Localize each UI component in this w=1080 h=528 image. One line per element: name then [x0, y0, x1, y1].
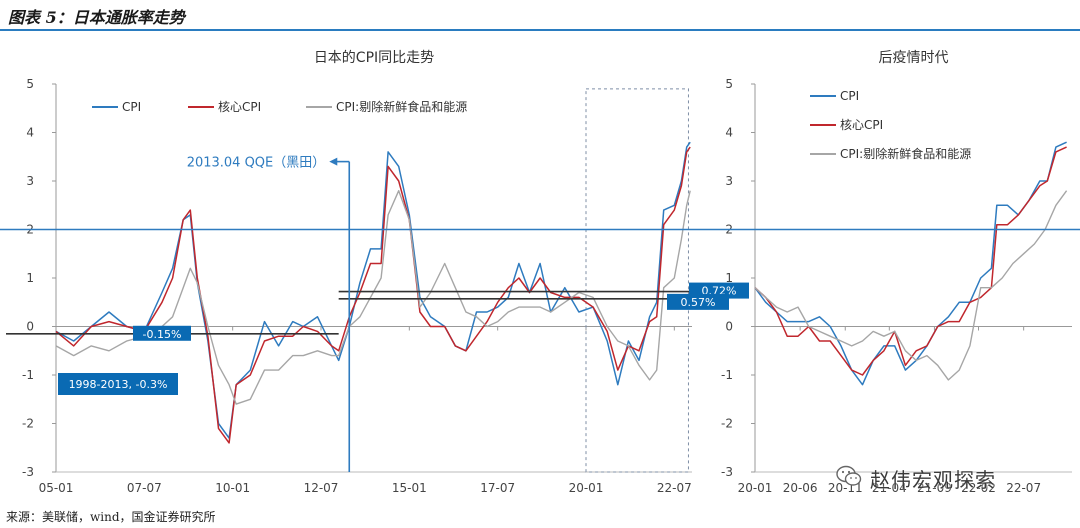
x-tick-label: 12-07: [304, 481, 339, 495]
y-tick-label: 1: [26, 271, 34, 285]
highlight-box: [585, 88, 689, 473]
series-line-1: [754, 141, 1067, 386]
chart-title: 日本的CPI同比走势: [314, 50, 434, 66]
legend-label: CPI: [122, 100, 141, 114]
badge-1998-2013-label: 1998-2013, -0.3%: [69, 378, 168, 391]
x-tick-label: 22-07: [1006, 481, 1041, 495]
badge-1998-2013: [58, 373, 178, 395]
y-tick-label: 1: [725, 271, 733, 285]
x-tick-label: 22-07: [657, 481, 692, 495]
badge-057-label: 0.57%: [681, 296, 716, 309]
y-tick-label: 4: [26, 126, 34, 140]
y-tick-label: 3: [26, 174, 34, 188]
chart-title: 后疫情时代: [879, 50, 949, 66]
legend-label: 核心CPI: [218, 100, 261, 114]
legend-label: CPI: [840, 89, 859, 103]
series-line-2: [55, 146, 691, 444]
x-tick-label: 20-01: [738, 481, 773, 495]
x-tick-label: 07-07: [127, 481, 162, 495]
y-tick-label: 0: [725, 320, 733, 334]
x-tick-label: 22-02: [961, 481, 996, 495]
qqe-arrow-head: [329, 157, 338, 166]
y-tick-label: -2: [721, 417, 733, 431]
reference-lines: 0.72%0.57%-0.15%1998-2013, -0.3%2013.04 …: [0, 156, 1080, 472]
legend-label: CPI:剔除新鲜食品和能源: [336, 99, 467, 114]
y-tick-label: -3: [721, 465, 733, 479]
source-note: 来源：美联储，wind，国金证券研究所: [6, 510, 216, 524]
badge-057: [667, 293, 729, 310]
x-tick-label: 10-01: [215, 481, 250, 495]
x-tick-label: 05-01: [39, 481, 74, 495]
y-tick-label: -3: [22, 465, 34, 479]
badge-015-label: -0.15%: [143, 328, 182, 341]
x-tick-label: 21-09: [917, 481, 952, 495]
x-tick-label: 20-06: [783, 481, 818, 495]
y-tick-label: 5: [26, 77, 34, 91]
y-tick-label: -1: [721, 368, 733, 382]
x-tick-label: 17-07: [480, 481, 515, 495]
legend-label: 核心CPI: [840, 118, 883, 132]
x-tick-label: 20-01: [569, 481, 604, 495]
y-tick-label: -1: [22, 368, 34, 382]
watermark: 赵伟宏观探索: [836, 462, 1076, 492]
header-rule: [0, 29, 1080, 31]
y-tick-label: 4: [725, 126, 733, 140]
y-tick-label: -2: [22, 417, 34, 431]
figure-title: 图表 5：日本通胀率走势: [8, 8, 185, 27]
watermark-text: 赵伟宏观探索: [870, 468, 996, 492]
figure-header: 图表 5：日本通胀率走势: [0, 0, 1080, 31]
qqe-annotation: 2013.04 QQE（黑田）: [187, 156, 326, 171]
series-line-2: [754, 146, 1067, 376]
series-line-3: [754, 190, 1068, 381]
y-tick-label: 0: [26, 320, 34, 334]
badge-015: [133, 325, 191, 341]
y-tick-label: 3: [725, 174, 733, 188]
series-line-3: [55, 190, 691, 405]
wechat-icon: [836, 465, 862, 486]
x-tick-label: 15-01: [392, 481, 427, 495]
x-tick-label: 21-04: [872, 481, 907, 495]
y-tick-label: 5: [725, 77, 733, 91]
legend-label: CPI:剔除新鲜食品和能源: [840, 146, 971, 161]
